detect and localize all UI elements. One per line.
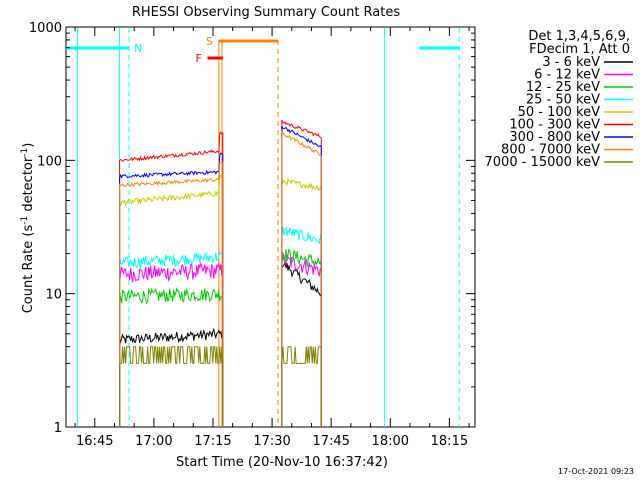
- legend-label: 50 - 100 keV: [518, 105, 601, 120]
- x-tick-label: 17:45: [312, 434, 349, 449]
- legend-label: 100 - 300 keV: [509, 118, 600, 133]
- legend-label: 3 - 6 keV: [542, 55, 600, 70]
- timestamp: 17-Oct-2021 09:23: [558, 467, 634, 476]
- y-label-part-3: ): [21, 143, 36, 148]
- series-line-segment: [119, 287, 224, 427]
- series-line-segment: [281, 226, 322, 427]
- x-tick-label: 17:30: [253, 434, 290, 449]
- series-line-segment: [119, 327, 224, 427]
- series-line-segment: [119, 152, 224, 427]
- series-line-segment: [119, 173, 224, 427]
- flag-label: N: [134, 42, 142, 55]
- y-tick-label: 100: [37, 154, 62, 169]
- series-line-segment: [281, 260, 322, 427]
- y-tick-label: 1000: [29, 21, 62, 36]
- legend-label: 7000 - 15000 keV: [485, 155, 601, 170]
- series-line-segment: [119, 251, 224, 427]
- series-line-segment: [281, 119, 322, 427]
- legend-label: 6 - 12 keV: [534, 68, 600, 83]
- series-line-segment: [119, 161, 224, 427]
- legend-label: 800 - 7000 keV: [501, 143, 600, 158]
- legend-label: 25 - 50 keV: [526, 93, 600, 108]
- series-line-segment: [119, 346, 224, 427]
- x-tick-label: 18:00: [372, 434, 409, 449]
- series-line-segment: [281, 247, 322, 427]
- series-line-segment: [281, 346, 322, 427]
- legend-label: 300 - 800 keV: [509, 130, 600, 145]
- x-axis-label: Start Time (20-Nov-10 16:37:42): [176, 455, 388, 470]
- y-label-part-2: detector: [21, 156, 36, 216]
- legend-label: 12 - 25 keV: [526, 80, 600, 95]
- series-line-segment: [281, 130, 322, 427]
- series-line-segment: [281, 178, 322, 427]
- series-line-segment: [119, 261, 224, 427]
- series-line-segment: [119, 131, 224, 427]
- y-tick-label: 10: [45, 288, 62, 303]
- y-label-sup-2: -1: [20, 148, 30, 157]
- y-label-part-1: Count Rate (s: [21, 225, 36, 314]
- plot-frame: [65, 26, 476, 428]
- legend-header: FDecim 1, Att 0: [529, 42, 630, 57]
- x-tick-label: 17:15: [194, 434, 231, 449]
- y-axis-label: Count Rate (s-1 detector-1): [20, 143, 36, 314]
- chart-title: RHESSI Observing Summary Count Rates: [132, 5, 401, 20]
- y-label-sup-1: -1: [20, 216, 30, 225]
- x-tick-label: 16:45: [76, 434, 113, 449]
- flag-label: F: [195, 52, 201, 65]
- legend-header: Det 1,3,4,5,6,9,: [528, 29, 630, 44]
- x-tick-label: 18:15: [431, 434, 468, 449]
- series-line-segment: [281, 125, 322, 427]
- x-tick-label: 17:00: [135, 434, 172, 449]
- y-tick-label: 1: [54, 421, 62, 436]
- flag-label: S: [206, 35, 213, 48]
